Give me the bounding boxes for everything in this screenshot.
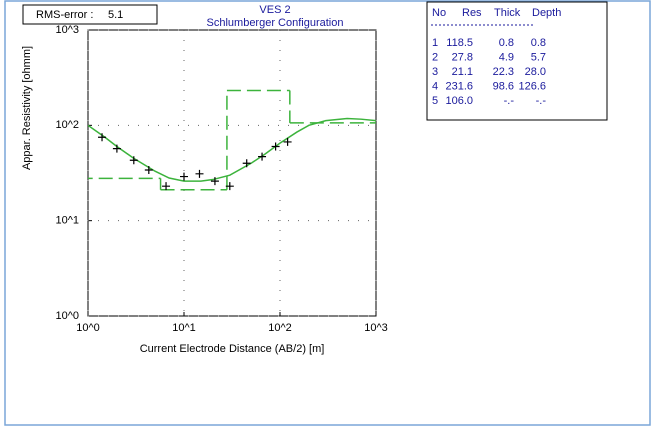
table-cell: 4.9 [499, 51, 514, 63]
table-cell: -.- [536, 95, 547, 107]
y-tick-label: 10^3 [55, 24, 79, 36]
data-point [210, 177, 219, 186]
table-cell: 27.8 [452, 51, 473, 63]
x-tick-label: 10^2 [268, 322, 292, 334]
x-tick-label: 10^0 [76, 322, 100, 334]
data-point [162, 182, 171, 191]
table-cell: 118.5 [446, 37, 473, 49]
data-point [195, 169, 204, 178]
table-cell: 5.7 [531, 51, 546, 63]
table-cell: 3 [432, 66, 438, 78]
data-point [98, 133, 107, 142]
data-point [112, 144, 121, 153]
table-cell: 4 [432, 80, 438, 92]
data-point [225, 182, 234, 191]
table-cell: 98.6 [493, 80, 514, 92]
data-point [180, 172, 188, 181]
table-header: Thick [494, 7, 521, 19]
table-box [426, 1, 608, 121]
table-cell: 126.6 [518, 80, 546, 92]
rms-box [22, 4, 158, 25]
x-tick-label: 10^1 [172, 322, 196, 334]
x-axis-label: Current Electrode Distance (AB/2) [m] [140, 343, 325, 355]
table-header: No [432, 7, 446, 19]
rms-value: 5.1 [108, 9, 123, 21]
table-header: Depth [532, 7, 561, 19]
y-axis-label: Appar. Resistivity [ohmm] [21, 46, 33, 170]
y-tick-label: 10^1 [55, 215, 79, 227]
table-cell: 0.8 [499, 37, 514, 49]
table-cell: 0.8 [531, 37, 546, 49]
rms-label: RMS-error : [36, 9, 93, 21]
chart-title: VES 2 [259, 4, 290, 16]
chart-subtitle: Schlumberger Configuration [207, 17, 344, 29]
data-point [129, 156, 138, 165]
y-tick-label: 10^2 [55, 119, 79, 131]
table-cell: 2 [432, 51, 438, 63]
table-cell: 21.1 [452, 66, 473, 78]
table-cell: 1 [432, 37, 438, 49]
data-point [258, 152, 267, 161]
table-cell: 5 [432, 95, 438, 107]
table-cell: 231.6 [445, 80, 473, 92]
data-point [242, 159, 251, 168]
table-cell: 28.0 [525, 66, 546, 78]
table-header: Res [462, 7, 482, 19]
table-cell: 22.3 [493, 66, 514, 78]
table-cell: 106.0 [445, 95, 473, 107]
plot-frame [87, 29, 377, 317]
x-tick-label: 10^3 [364, 322, 388, 334]
data-point [283, 137, 292, 146]
data-point [271, 142, 280, 151]
y-tick-label: 10^0 [55, 310, 79, 322]
data-point [144, 165, 153, 174]
table-cell: -.- [504, 95, 515, 107]
